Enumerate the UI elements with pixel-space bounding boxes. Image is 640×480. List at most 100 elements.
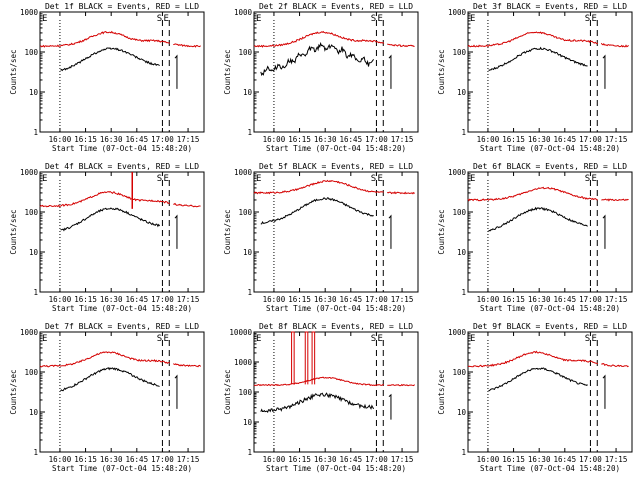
y-tick-label: 10 — [29, 88, 39, 97]
y-axis-label: Counts/sec — [9, 49, 18, 94]
x-tick-label: 16:45 — [126, 295, 149, 304]
x-tick-label: 16:45 — [340, 135, 363, 144]
y-tick-label: 1 — [33, 448, 38, 457]
y-axis-label: Counts/sec — [223, 49, 232, 94]
x-tick-label: 16:00 — [263, 295, 286, 304]
x-tick-label: 16:15 — [502, 135, 525, 144]
x-tick-label: 16:45 — [554, 295, 577, 304]
plot-frame — [467, 331, 633, 453]
y-axis-label: Counts/sec — [437, 209, 446, 254]
marker-label: E — [42, 14, 47, 24]
y-tick-label: 10 — [29, 248, 39, 257]
plot-frame — [253, 171, 419, 293]
panel-det-6: Det 6f BLACK = Events, RED = LLD 1 10 100 10… — [437, 162, 633, 313]
x-tick-label: 17:15 — [391, 295, 414, 304]
lld-spike — [291, 331, 295, 385]
x-tick-label: 16:45 — [554, 455, 577, 464]
x-tick-label: 17:00 — [365, 455, 388, 464]
x-tick-label: 16:45 — [126, 455, 149, 464]
series-events — [260, 41, 375, 77]
x-tick-label: 16:00 — [49, 135, 72, 144]
y-tick-label: 1 — [461, 128, 466, 137]
y-tick-label: 100 — [452, 368, 466, 377]
y-tick-label: 10 — [457, 88, 467, 97]
marker-label: E — [256, 14, 261, 24]
plot-frame — [467, 171, 633, 293]
y-axis-label: Counts/sec — [437, 369, 446, 414]
series-lld — [467, 31, 629, 48]
y-tick-label: 1 — [247, 448, 252, 457]
x-tick-label: 16:45 — [340, 295, 363, 304]
x-tick-label: 16:00 — [263, 455, 286, 464]
y-tick-label: 1000 — [234, 8, 253, 17]
series-events-tail — [602, 54, 606, 89]
y-tick-label: 100 — [452, 48, 466, 57]
y-axis-label: Counts/sec — [223, 369, 232, 414]
series-events-tail — [174, 374, 178, 409]
plot-frame — [39, 331, 205, 453]
x-tick-label: 17:15 — [391, 135, 414, 144]
x-tick-label: 17:00 — [151, 455, 174, 464]
panel-title: Det 5f BLACK = Events, RED = LLD — [259, 162, 413, 171]
y-tick-label: 100 — [24, 368, 38, 377]
y-tick-label: 1000 — [448, 8, 467, 17]
x-tick-label: 17:00 — [151, 295, 174, 304]
panel-title: Det 7f BLACK = Events, RED = LLD — [45, 322, 199, 331]
marker-label: S — [157, 334, 162, 344]
x-tick-label: 16:30 — [100, 455, 123, 464]
x-tick-label: 16:30 — [100, 135, 123, 144]
y-tick-label: 10 — [29, 408, 39, 417]
series-events — [488, 206, 588, 232]
x-axis-label: Start Time (07-Oct-04 15:48:20) — [52, 304, 192, 313]
y-tick-label: 100 — [24, 208, 38, 217]
y-tick-label: 1000 — [234, 358, 253, 367]
marker-label: S — [585, 174, 590, 184]
panel-title: Det 6f BLACK = Events, RED = LLD — [473, 162, 627, 171]
panel-det-4: Det 4f BLACK = Events, RED = LLD 1 10 100 10… — [9, 162, 205, 313]
panel-title: Det 3f BLACK = Events, RED = LLD — [473, 2, 627, 11]
y-axis-label: Counts/sec — [9, 369, 18, 414]
y-tick-label: 10 — [457, 248, 467, 257]
x-tick-label: 16:00 — [49, 455, 72, 464]
y-tick-label: 10 — [243, 418, 253, 427]
marker-label: S — [585, 334, 590, 344]
series-events-tail — [174, 214, 178, 249]
marker-label: S — [157, 14, 162, 24]
marker-label: E — [164, 14, 169, 24]
series-lld — [467, 350, 629, 368]
x-tick-label: 16:15 — [288, 455, 311, 464]
series-lld — [253, 30, 415, 48]
y-tick-label: 1 — [461, 448, 466, 457]
series-events — [60, 47, 160, 72]
panel-title: Det 2f BLACK = Events, RED = LLD — [259, 2, 413, 11]
series-events — [488, 367, 588, 392]
x-tick-label: 16:45 — [340, 455, 363, 464]
marker-label: E — [378, 14, 383, 24]
panel-title: Det 4f BLACK = Events, RED = LLD — [45, 162, 199, 171]
plot-frame — [253, 11, 419, 133]
x-axis-label: Start Time (07-Oct-04 15:48:20) — [266, 304, 406, 313]
series-events — [60, 367, 160, 392]
panel-title: Det 1f BLACK = Events, RED = LLD — [45, 2, 199, 11]
x-tick-label: 16:30 — [314, 295, 337, 304]
x-tick-label: 16:15 — [74, 295, 97, 304]
x-axis-label: Start Time (07-Oct-04 15:48:20) — [266, 464, 406, 473]
y-tick-label: 10000 — [229, 328, 252, 337]
marker-label: S — [371, 14, 376, 24]
x-tick-label: 16:30 — [528, 455, 551, 464]
marker-label: S — [371, 334, 376, 344]
panel-det-7: Det 7f BLACK = Events, RED = LLD 1 10 100 10… — [9, 322, 205, 473]
x-tick-label: 16:15 — [502, 295, 525, 304]
x-axis-label: Start Time (07-Oct-04 15:48:20) — [480, 144, 620, 153]
y-tick-label: 10 — [243, 248, 253, 257]
marker-label: S — [371, 174, 376, 184]
y-tick-label: 1000 — [20, 328, 39, 337]
series-lld — [39, 351, 201, 368]
plot-frame — [467, 11, 633, 133]
x-tick-label: 16:30 — [528, 295, 551, 304]
y-axis-label: Counts/sec — [223, 209, 232, 254]
x-tick-label: 17:00 — [365, 295, 388, 304]
x-tick-label: 17:15 — [177, 295, 200, 304]
lld-spike — [311, 331, 316, 385]
y-tick-label: 100 — [452, 208, 466, 217]
